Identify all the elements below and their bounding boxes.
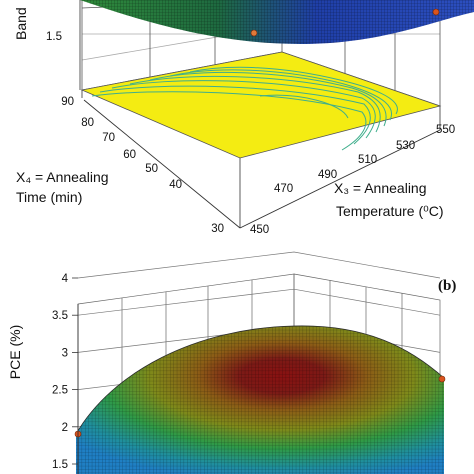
panel-a-y-axis xyxy=(81,90,441,229)
panel-a-surface xyxy=(80,0,474,44)
z-tick-label: 1.5 xyxy=(52,459,68,471)
panel-b-label: (b) xyxy=(438,278,456,294)
panel-b-surface xyxy=(75,325,445,474)
design-point xyxy=(438,375,446,383)
panel-a-z-label: Band xyxy=(13,7,29,40)
panel-a-z-tick: 1.5 xyxy=(46,31,62,43)
y-tick: 70 xyxy=(102,132,115,144)
y-tick: 60 xyxy=(123,149,136,161)
z-tick-label: 4 xyxy=(62,273,69,285)
panel-a-y-label-line2: Time (min) xyxy=(16,189,82,205)
panel-a-contours xyxy=(91,66,398,151)
x-tick: 490 xyxy=(318,169,337,181)
panel-a-y-label-line1: X₄ = Annealing xyxy=(16,169,109,185)
y-tick: 80 xyxy=(81,117,94,129)
x-tick: 530 xyxy=(396,140,415,152)
panel-a-x-label-line2: Temperature (⁰C) xyxy=(336,203,444,219)
x-tick: 510 xyxy=(358,154,377,166)
z-tick-label: 3.5 xyxy=(52,310,68,322)
panel-b: (b) 1.5 2 2.5 3 3.5 4 PCE (%) xyxy=(7,251,456,474)
z-tick-label: 2.5 xyxy=(52,385,68,397)
z-gridline xyxy=(77,251,441,279)
design-point xyxy=(432,8,440,16)
panel-b-z-label: PCE (%) xyxy=(7,325,23,379)
z-gridline xyxy=(77,288,441,316)
panel-a-x-label-line1: X₃ = Annealing xyxy=(334,180,427,196)
panel-a-floor xyxy=(80,51,442,159)
y-tick: 90 xyxy=(61,96,74,108)
x-tick: 470 xyxy=(274,183,293,195)
z-tick-label: 3 xyxy=(62,347,68,359)
x-tick: 550 xyxy=(436,124,455,136)
design-point xyxy=(250,29,258,37)
y-tick: 40 xyxy=(169,179,182,191)
y-tick: 50 xyxy=(145,163,158,175)
x-tick: 450 xyxy=(250,224,269,236)
panel-a: Band 1.5 90 80 xyxy=(13,0,474,236)
panel-b-z-ticks: 1.5 2 2.5 3 3.5 4 xyxy=(52,273,78,471)
y-tick: 30 xyxy=(211,223,224,235)
z-tick-label: 2 xyxy=(62,422,68,434)
